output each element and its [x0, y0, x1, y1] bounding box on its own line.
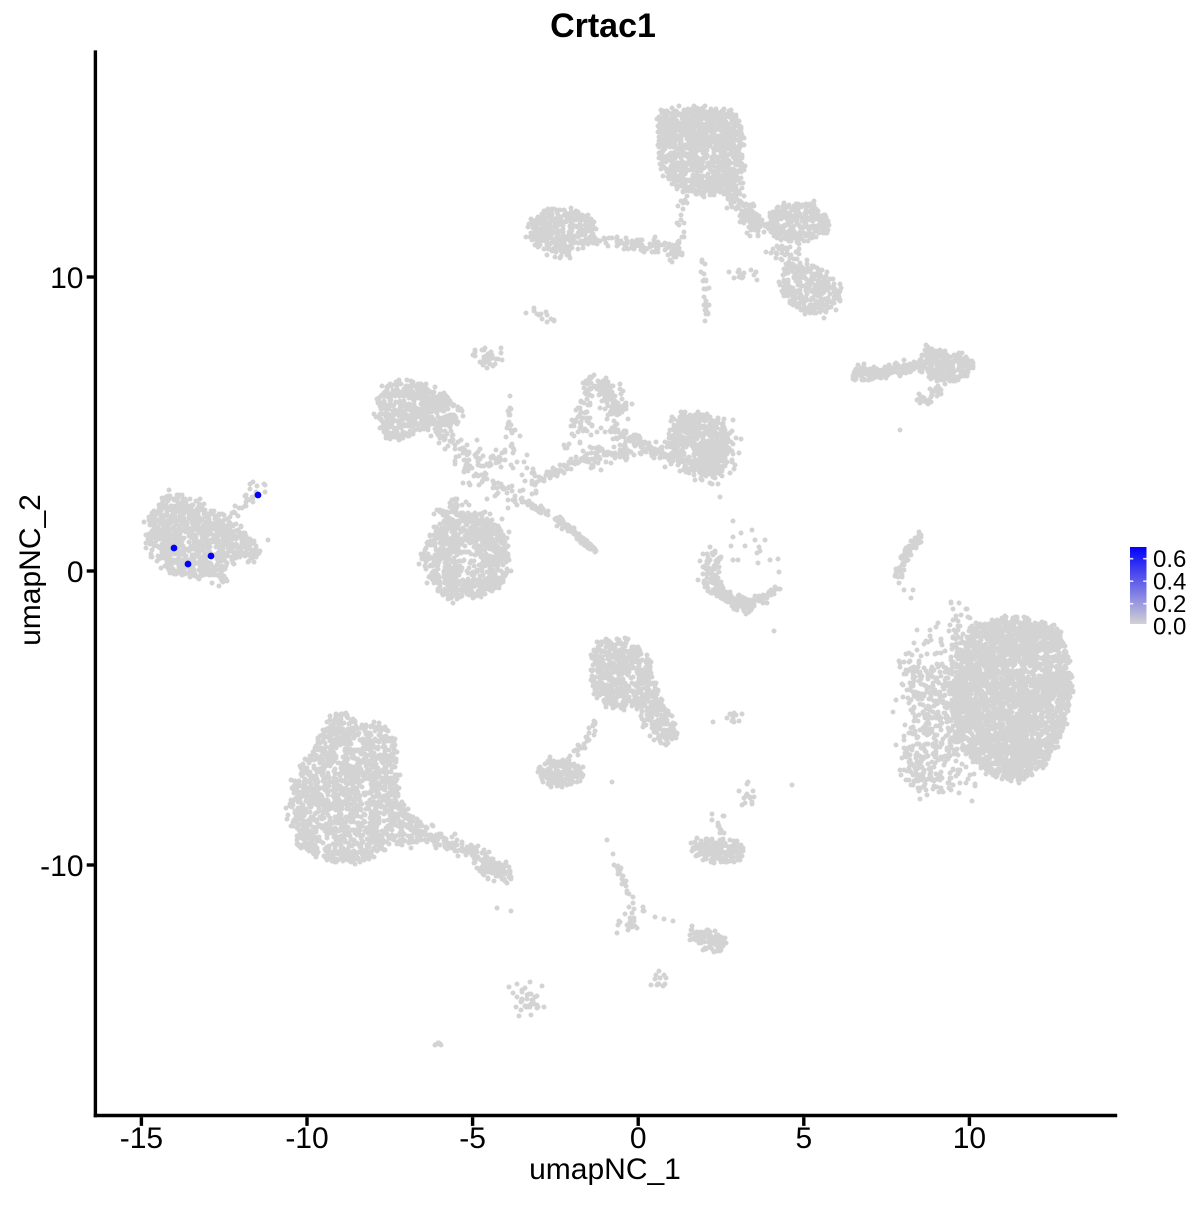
svg-text:0.0: 0.0: [1153, 614, 1186, 641]
svg-text:10: 10: [953, 1122, 986, 1155]
svg-text:5: 5: [795, 1122, 812, 1155]
svg-text:umapNC_1: umapNC_1: [529, 1153, 681, 1186]
svg-text:0.2: 0.2: [1153, 591, 1186, 618]
svg-text:Crtac1: Crtac1: [550, 7, 656, 45]
svg-text:-5: -5: [459, 1122, 486, 1155]
svg-text:umapNC_2: umapNC_2: [14, 494, 47, 646]
svg-text:0: 0: [67, 556, 84, 589]
svg-text:0.4: 0.4: [1153, 569, 1186, 596]
svg-text:-15: -15: [120, 1122, 163, 1155]
svg-text:-10: -10: [40, 850, 83, 883]
svg-text:10: 10: [50, 262, 83, 295]
svg-text:0.6: 0.6: [1153, 546, 1186, 573]
svg-text:-10: -10: [285, 1122, 328, 1155]
svg-text:0: 0: [630, 1122, 647, 1155]
